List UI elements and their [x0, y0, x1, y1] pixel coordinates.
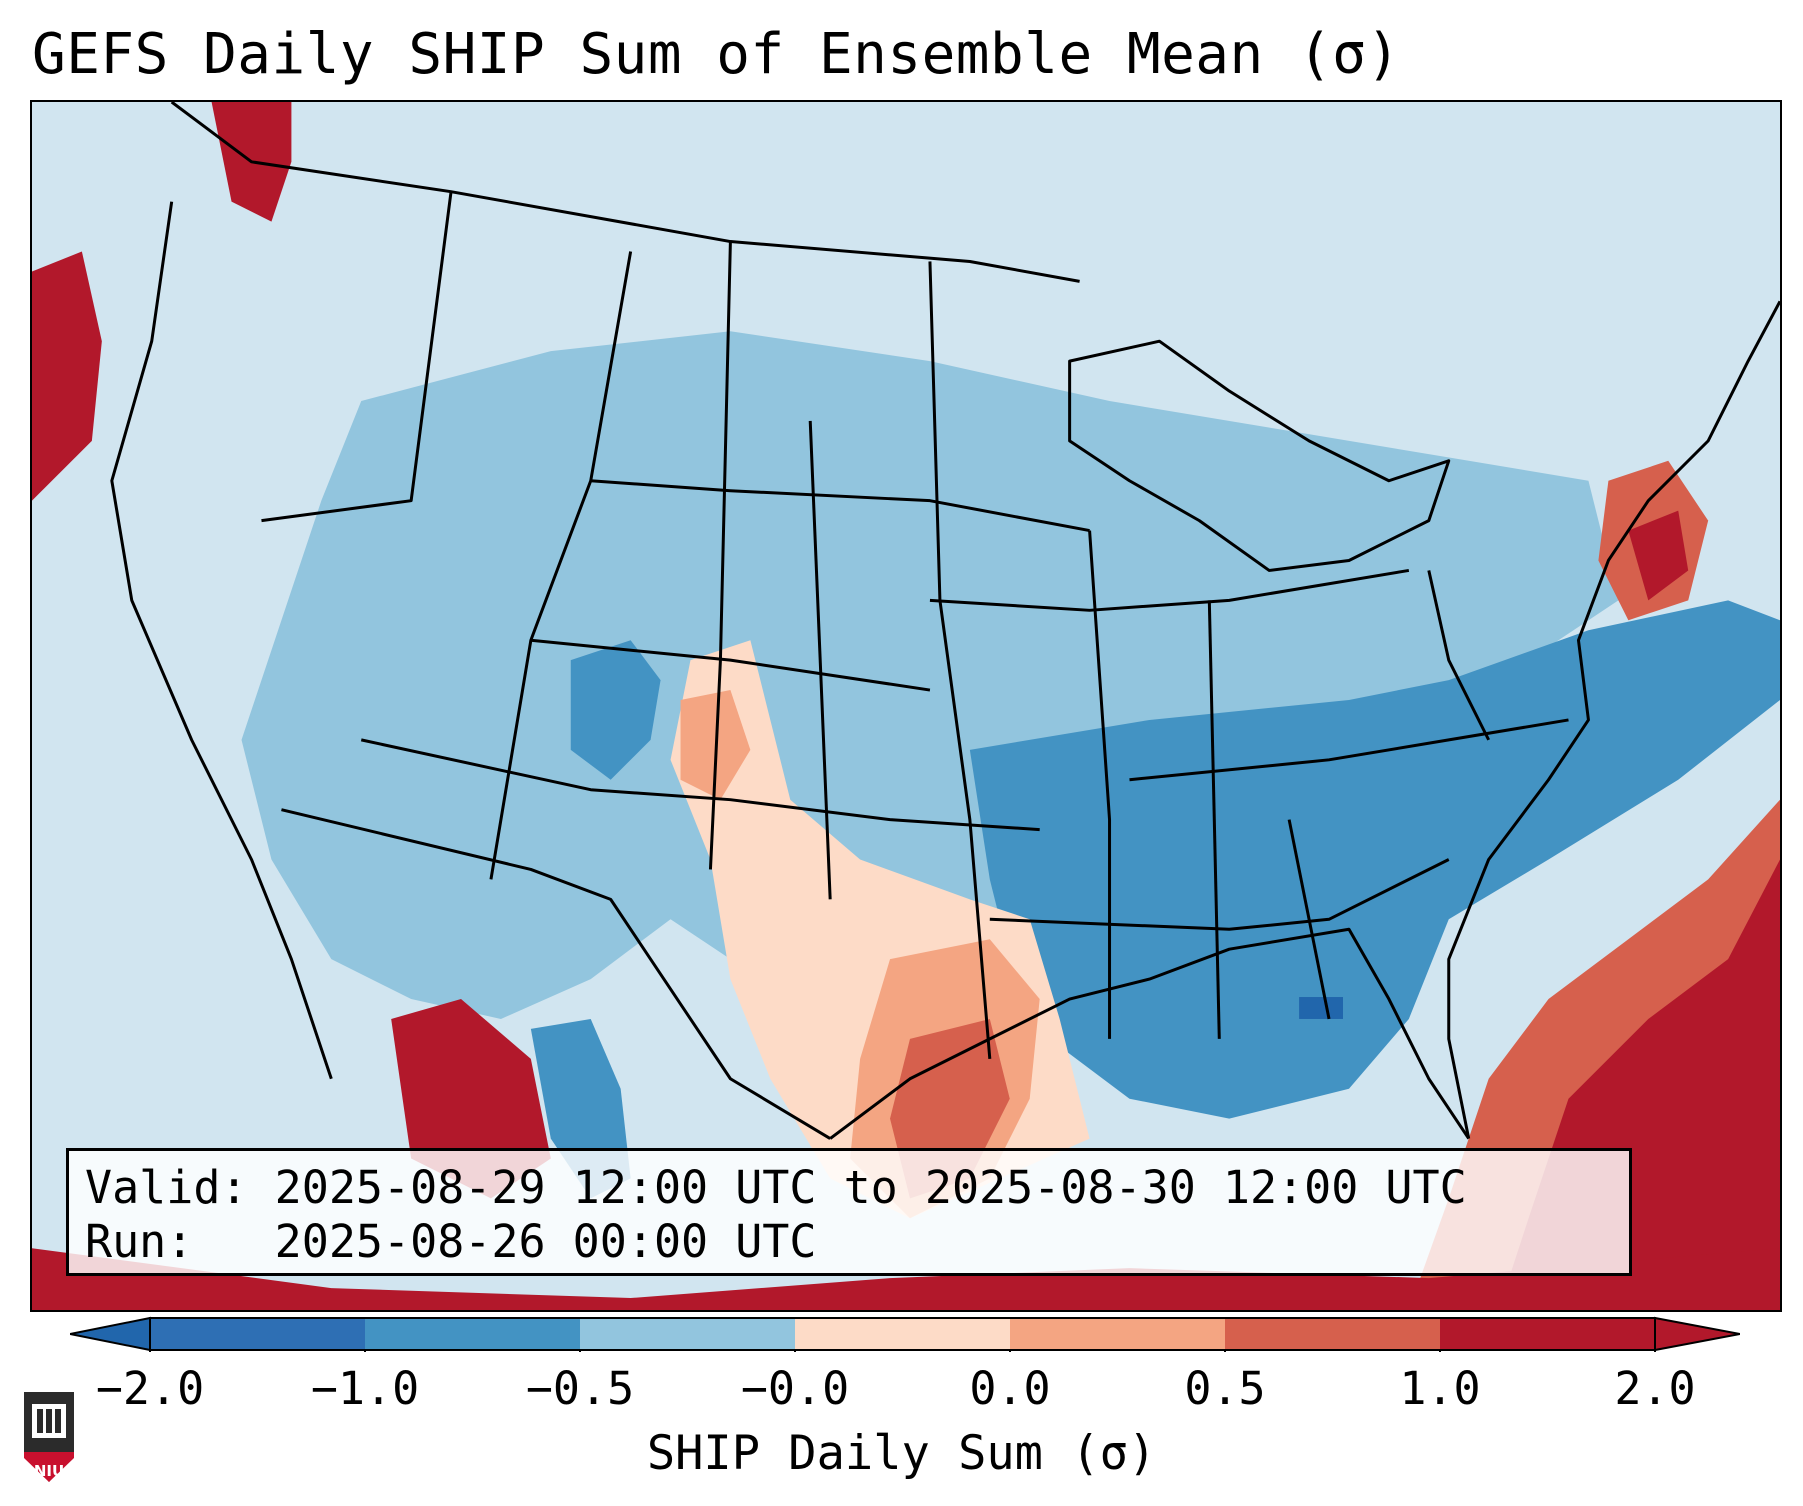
shading-region-extreme-positive-pacific-nw [32, 251, 102, 501]
northern-border-line [170, 102, 1080, 283]
gulf-coast-line [829, 927, 1470, 1140]
logo-text: NIU [33, 1462, 65, 1480]
valid-time-line: Valid: 2025-08-29 12:00 UTC to 2025-08-3… [85, 1161, 1467, 1214]
colorbar-tick-label: −2.0 [95, 1362, 205, 1415]
west-coast-line [110, 201, 333, 1080]
colorbar-tick-label: −1.0 [310, 1362, 420, 1415]
colorbar-tick-label: 0.5 [1184, 1362, 1266, 1415]
state-line-10 [590, 479, 1090, 533]
map-panel [30, 100, 1782, 1312]
colorbar-tick-label: 1.0 [1399, 1362, 1481, 1415]
colorbar-segment [1010, 1318, 1225, 1350]
colorbar-tick-label: −0.5 [525, 1362, 635, 1415]
state-line-9 [530, 638, 931, 692]
page-title: GEFS Daily SHIP Sum of Ensemble Mean (σ) [32, 22, 1401, 87]
colorbar-tick-label: 2.0 [1614, 1362, 1696, 1415]
shading-region-deepest-gulf [1299, 997, 1343, 1019]
colorbar-outline [149, 1317, 1656, 1351]
colorbar-segment [1225, 1318, 1440, 1350]
east-coast-line [1447, 300, 1780, 1139]
us-mexico-border-line [281, 808, 831, 1140]
state-line-15 [808, 420, 832, 900]
state-line-7 [1287, 819, 1331, 1020]
colorbar-label: SHIP Daily Sum (σ) [646, 1426, 1157, 1481]
state-line-14 [1427, 570, 1491, 741]
colorbar [70, 1316, 1740, 1352]
colorbar-segment [365, 1318, 580, 1350]
shading-region-strong-negative-colorado [570, 640, 661, 780]
state-line-6 [1207, 600, 1221, 1039]
colorbar-segment [795, 1318, 1010, 1350]
state-line-1 [261, 191, 453, 523]
run-time-line: Run: 2025-08-26 00:00 UTC [85, 1215, 817, 1268]
state-line-12 [1129, 718, 1569, 782]
shading-region-strong-negative-southeast [969, 600, 1780, 1119]
colorbar-segment [580, 1318, 795, 1350]
shading-region-moderate-negative [241, 331, 1619, 1019]
colorbar-segment [1440, 1318, 1655, 1350]
colorbar-tick-label: −0.0 [740, 1362, 850, 1415]
great-lakes-outline [1068, 339, 1451, 572]
colorbar-under-triangle [70, 1316, 151, 1352]
state-line-4 [928, 261, 992, 1059]
colorbar-tick-label: 0.0 [969, 1362, 1051, 1415]
shading-region-extreme-positive-northeast [1628, 510, 1689, 601]
state-line-13 [989, 858, 1450, 931]
shading-region-extreme-positive-south-border [32, 1248, 1780, 1310]
university-seal-icon [24, 1392, 74, 1482]
state-line-5 [1088, 530, 1112, 1039]
map-plot [32, 102, 1780, 1310]
colorbar-segment [150, 1318, 365, 1350]
valid-time-info-box: Valid: 2025-08-29 12:00 UTC to 2025-08-3… [66, 1148, 1632, 1276]
state-line-8 [360, 738, 1040, 832]
colorbar-over-triangle [1654, 1316, 1740, 1352]
state-line-11 [929, 568, 1410, 612]
state-boundaries [110, 102, 1780, 1140]
state-line-2 [489, 251, 633, 880]
